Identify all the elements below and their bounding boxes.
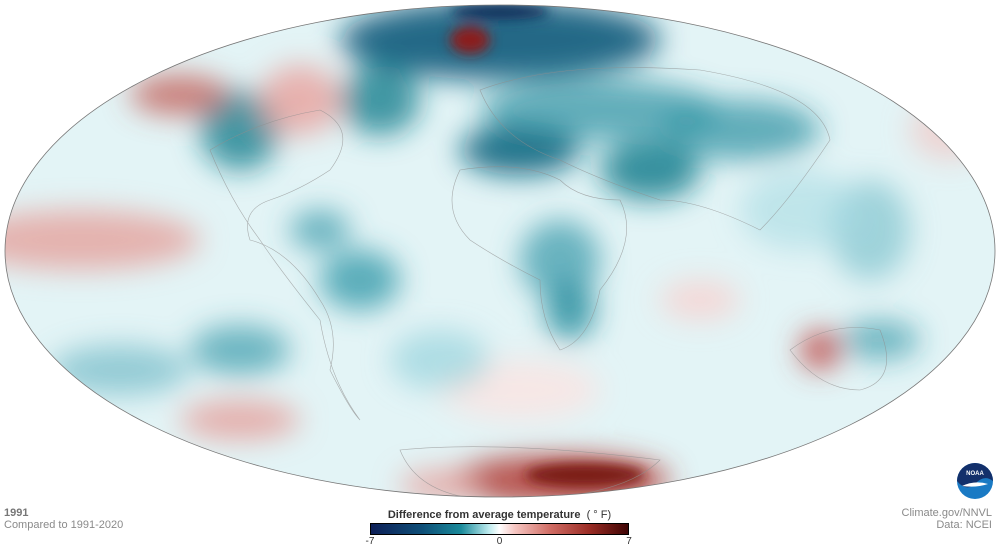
anomaly-region — [450, 5, 550, 20]
color-legend: Difference from average temperature ( ° … — [366, 509, 632, 547]
anomaly-region — [320, 250, 400, 310]
anomaly-region — [660, 100, 820, 160]
anomaly-region — [130, 75, 230, 115]
legend-color-bar — [370, 523, 629, 535]
temperature-anomaly-map — [4, 4, 996, 498]
anomaly-region — [525, 463, 645, 487]
anomaly-region — [200, 90, 280, 170]
legend-max-label: 7 — [626, 536, 632, 547]
coastline — [399, 446, 661, 497]
anomaly-region — [800, 330, 840, 370]
coastline — [451, 166, 627, 351]
anomaly-region — [340, 5, 660, 80]
credits: Climate.gov/NNVL Data: NCEI — [902, 507, 992, 531]
anomaly-region — [340, 65, 420, 135]
anomaly-region — [260, 65, 340, 135]
coastline — [479, 67, 831, 231]
anomaly-region — [910, 100, 990, 160]
globe-outline — [4, 4, 996, 498]
anomaly-region — [450, 26, 490, 54]
anomaly-region — [5, 210, 200, 270]
anomaly-region — [290, 210, 350, 250]
map-info: 1991 Compared to 1991-2020 — [4, 507, 123, 531]
anomaly-region — [50, 345, 190, 395]
anomaly-region — [740, 170, 860, 250]
svg-text:NOAA: NOAA — [966, 471, 984, 477]
anomaly-region — [480, 80, 720, 140]
legend-min-label: -7 — [365, 536, 375, 547]
coastline — [209, 109, 361, 421]
legend-mid-label: 0 — [496, 536, 503, 547]
source-credit: Climate.gov/NNVL — [901, 507, 992, 519]
data-credit: Data: NCEI — [936, 519, 992, 531]
anomaly-region — [190, 325, 290, 375]
noaa-logo: NOAA — [957, 463, 993, 499]
anomaly-region — [180, 400, 300, 440]
anomaly-region — [600, 140, 700, 200]
year-label: 1991 — [4, 507, 29, 519]
anomaly-region — [840, 320, 920, 360]
anomaly-region — [660, 280, 740, 320]
anomaly-region — [460, 125, 580, 175]
legend-unit: ( ° F) — [586, 509, 612, 521]
anomaly-region — [390, 330, 490, 390]
legend-title-text: Difference from average temperature — [387, 509, 581, 521]
comparison-label: Compared to 1991-2020 — [4, 519, 124, 531]
anomaly-region — [545, 280, 595, 340]
coastline — [789, 327, 887, 391]
legend-title: Difference from average temperature ( ° … — [370, 509, 629, 521]
